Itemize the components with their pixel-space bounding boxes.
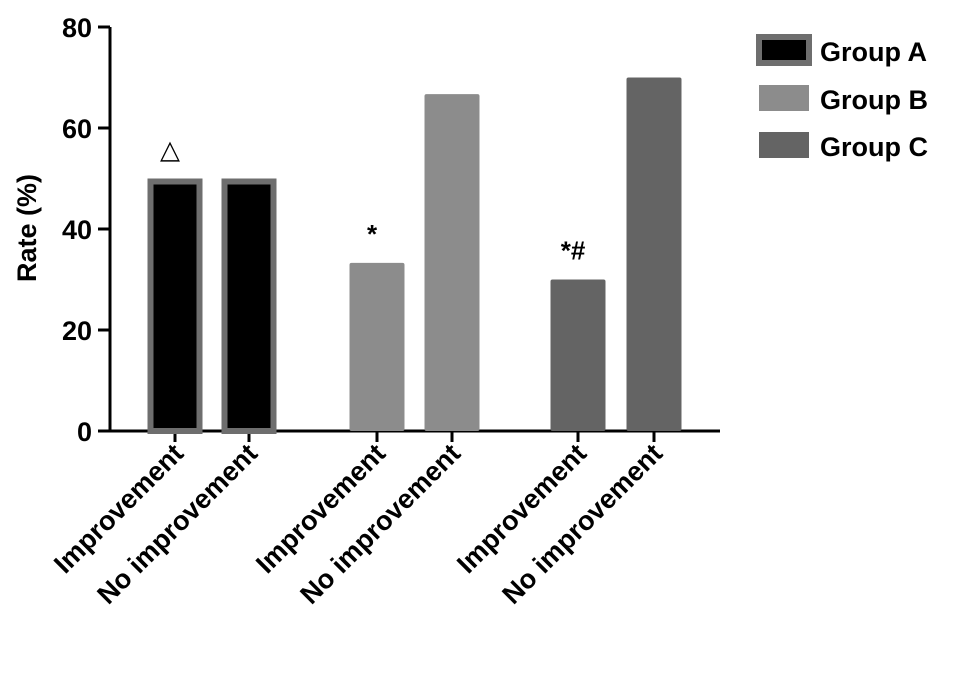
y-axis-title: Rate (%) — [12, 174, 42, 282]
bars — [147, 77, 682, 434]
bar-group-c-improvement — [550, 279, 606, 431]
legend-swatch — [759, 85, 809, 111]
y-tick-label: 40 — [62, 215, 92, 245]
bar-group-b-improvement — [349, 262, 405, 431]
x-category-label: Improvement — [451, 438, 592, 579]
axes: 0 20 40 60 80 — [62, 13, 720, 447]
x-category-label: Improvement — [250, 438, 391, 579]
y-tick-label: 0 — [77, 417, 92, 447]
x-category-label: Improvement — [48, 438, 189, 579]
y-tick-label: 20 — [62, 316, 92, 346]
legend-swatch — [759, 132, 809, 158]
legend-label: Group B — [820, 85, 928, 115]
legend-label: Group A — [820, 37, 927, 67]
bar-group-a-no-improvement — [221, 178, 277, 434]
significance-marker: △ — [160, 135, 180, 165]
legend-label: Group C — [820, 132, 928, 162]
annotations: △ * *# — [160, 135, 586, 266]
bar-group-c-no-improvement — [626, 77, 682, 431]
bar-group-b-no-improvement — [424, 94, 480, 431]
y-tick-label: 80 — [62, 13, 92, 43]
legend: Group A Group B Group C — [756, 34, 928, 162]
legend-swatch — [756, 34, 812, 66]
bar-group-a-improvement — [147, 178, 203, 434]
significance-marker: *# — [561, 236, 586, 266]
y-tick-label: 60 — [62, 114, 92, 144]
significance-marker: * — [367, 219, 378, 249]
